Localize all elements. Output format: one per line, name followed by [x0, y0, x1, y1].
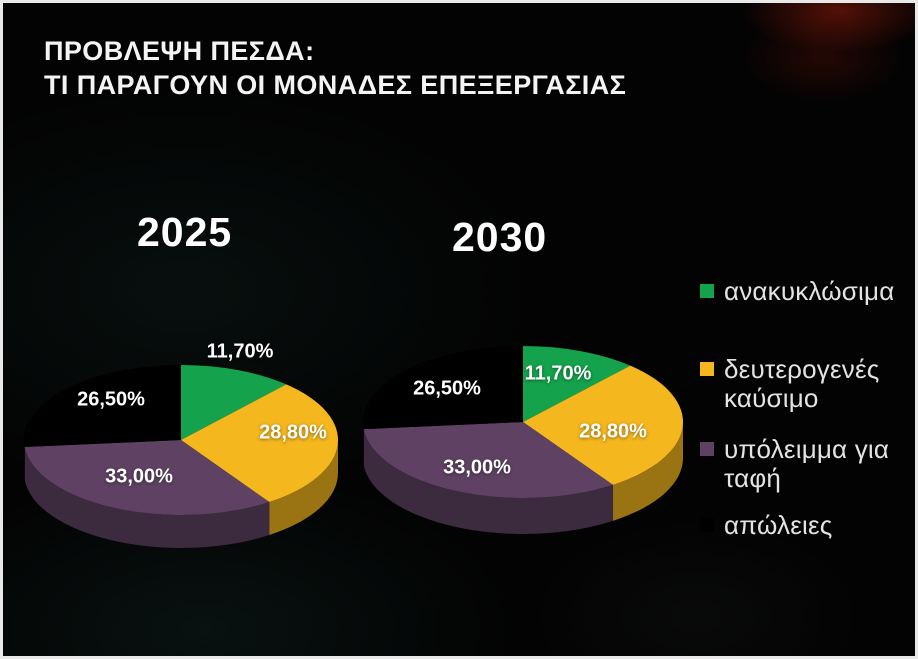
pie-2025-slice-0	[181, 365, 287, 440]
pie-2030-slice-0	[523, 346, 631, 422]
pie-2030-slice-2	[363, 422, 613, 498]
pie-2030-slice-1	[523, 365, 683, 485]
pie-2030-label-losses: 26,50%	[413, 377, 481, 400]
legend-swatch-yellow	[700, 362, 714, 376]
legend-swatch-purple	[700, 442, 714, 456]
legend-swatch-black	[700, 518, 714, 532]
pie-2025-slice-1	[181, 384, 338, 503]
legend-swatch-green	[700, 284, 714, 298]
pie-2025-label-recyclables: 11,70%	[206, 340, 274, 363]
pie-2025-side-1	[269, 440, 338, 536]
title-line-2: ΤΙ ΠΑΡΑΓΟΥΝ ΟΙ ΜΟΝΑΔΕΣ ΕΠΕΞΕΡΓΑΣΙΑΣ	[44, 70, 627, 100]
legend-label: απώλειες	[724, 510, 833, 540]
pie-2030-label-secondary-fuel: 28,80%	[579, 420, 647, 443]
legend-label: ανακυκλώσιμα	[724, 276, 895, 306]
legend-item-recyclables: ανακυκλώσιμα	[700, 277, 912, 306]
chart-title-2030: 2030	[452, 214, 548, 260]
legend-label: δευτερογενές καύσιμο	[724, 354, 880, 413]
pie-2030-label-residue: 33,00%	[443, 456, 511, 479]
chart-title-2025: 2025	[137, 209, 233, 255]
pie-2025	[23, 365, 338, 549]
pie-2030-side-2	[363, 429, 613, 534]
slide-title: ΠΡΟΒΛΕΨΗ ΠΕΣΔΑ: ΤΙ ΠΑΡΑΓΟΥΝ ΟΙ ΜΟΝΑΔΕΣ Ε…	[44, 34, 626, 102]
legend-item-secondary-fuel: δευτερογενές καύσιμο	[700, 355, 912, 413]
pie-2025-label-residue: 33,00%	[105, 465, 173, 488]
pie-2025-slice-3	[23, 365, 181, 448]
legend-item-residue: υπόλειμμα για ταφή	[700, 435, 912, 493]
pie-2025-label-losses: 26,50%	[77, 388, 145, 411]
pie-2025-slice-2	[24, 440, 270, 515]
pie-2025-side-3	[24, 440, 25, 481]
pie-2025-label-secondary-fuel: 28,80%	[259, 421, 327, 444]
pie-2030	[363, 346, 683, 534]
pie-2030-side-1	[612, 422, 683, 521]
pie-2030-side-3	[363, 422, 364, 466]
pie-2030-label-recyclables: 11,70%	[524, 362, 592, 385]
pie-charts-canvas	[23, 346, 683, 549]
legend-label: υπόλειμμα για ταφή	[724, 434, 890, 493]
pie-2030-slice-3	[363, 346, 523, 430]
title-line-1: ΠΡΟΒΛΕΨΗ ΠΕΣΔΑ:	[44, 36, 315, 66]
pie-2025-side-2	[24, 447, 270, 549]
legend-item-losses: απώλειες	[700, 511, 912, 540]
